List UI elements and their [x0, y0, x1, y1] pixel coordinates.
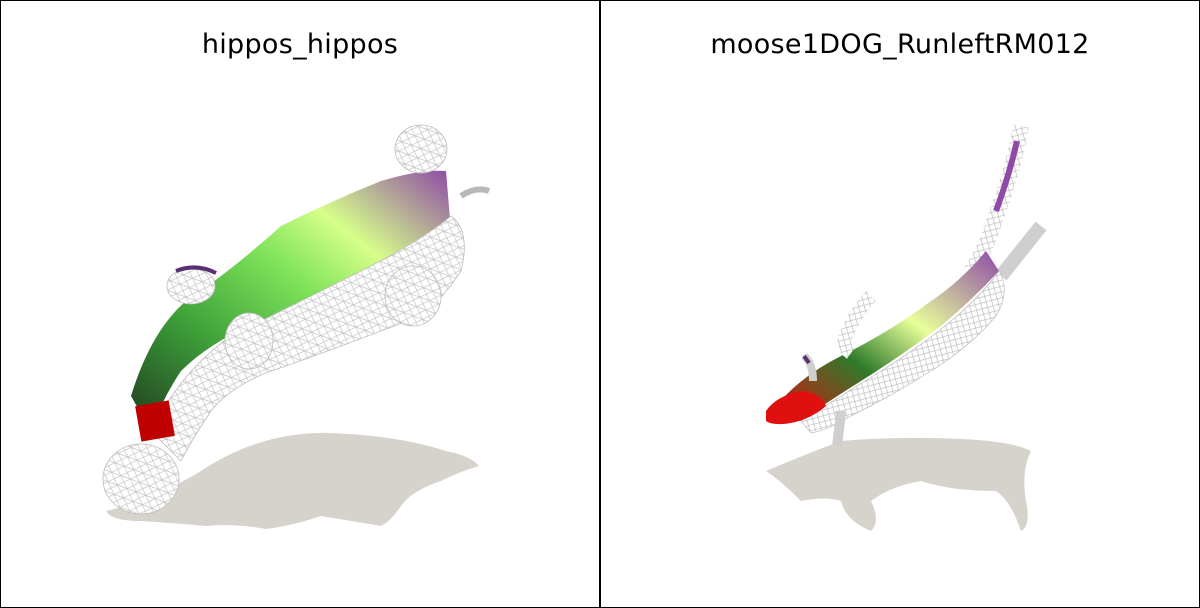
front-leg-upper	[837, 291, 877, 359]
red-patch	[135, 400, 175, 442]
panel-left: hippos_hippos	[1, 1, 599, 607]
body-colored-surface	[776, 251, 999, 421]
moose-mesh-render	[766, 124, 1047, 531]
panel-title: hippos_hippos	[201, 29, 399, 60]
hippo-head-mesh	[102, 443, 180, 515]
foot-left-mid	[224, 312, 274, 370]
foot-left-top	[166, 267, 216, 305]
panel-title: moose1DOG_RunleftRM012	[710, 29, 1090, 60]
foot-right	[384, 265, 442, 327]
body-mesh	[800, 270, 1005, 434]
tail	[459, 186, 491, 199]
hind-leg-2	[995, 221, 1047, 281]
ear-purple	[802, 354, 811, 365]
front-leg-lower	[832, 410, 846, 447]
hippo-mesh-render	[102, 124, 491, 529]
body-colored-surface	[131, 170, 451, 431]
purple-rim	[175, 265, 217, 275]
shadow-shape	[106, 432, 479, 529]
foot-top-right	[394, 124, 448, 174]
panel-right: moose1DOG_RunleftRM012	[601, 1, 1199, 607]
shadow-shape	[766, 437, 1031, 531]
moose-head	[766, 391, 826, 425]
hind-leg-colored	[993, 140, 1020, 213]
panel-divider	[599, 0, 601, 608]
